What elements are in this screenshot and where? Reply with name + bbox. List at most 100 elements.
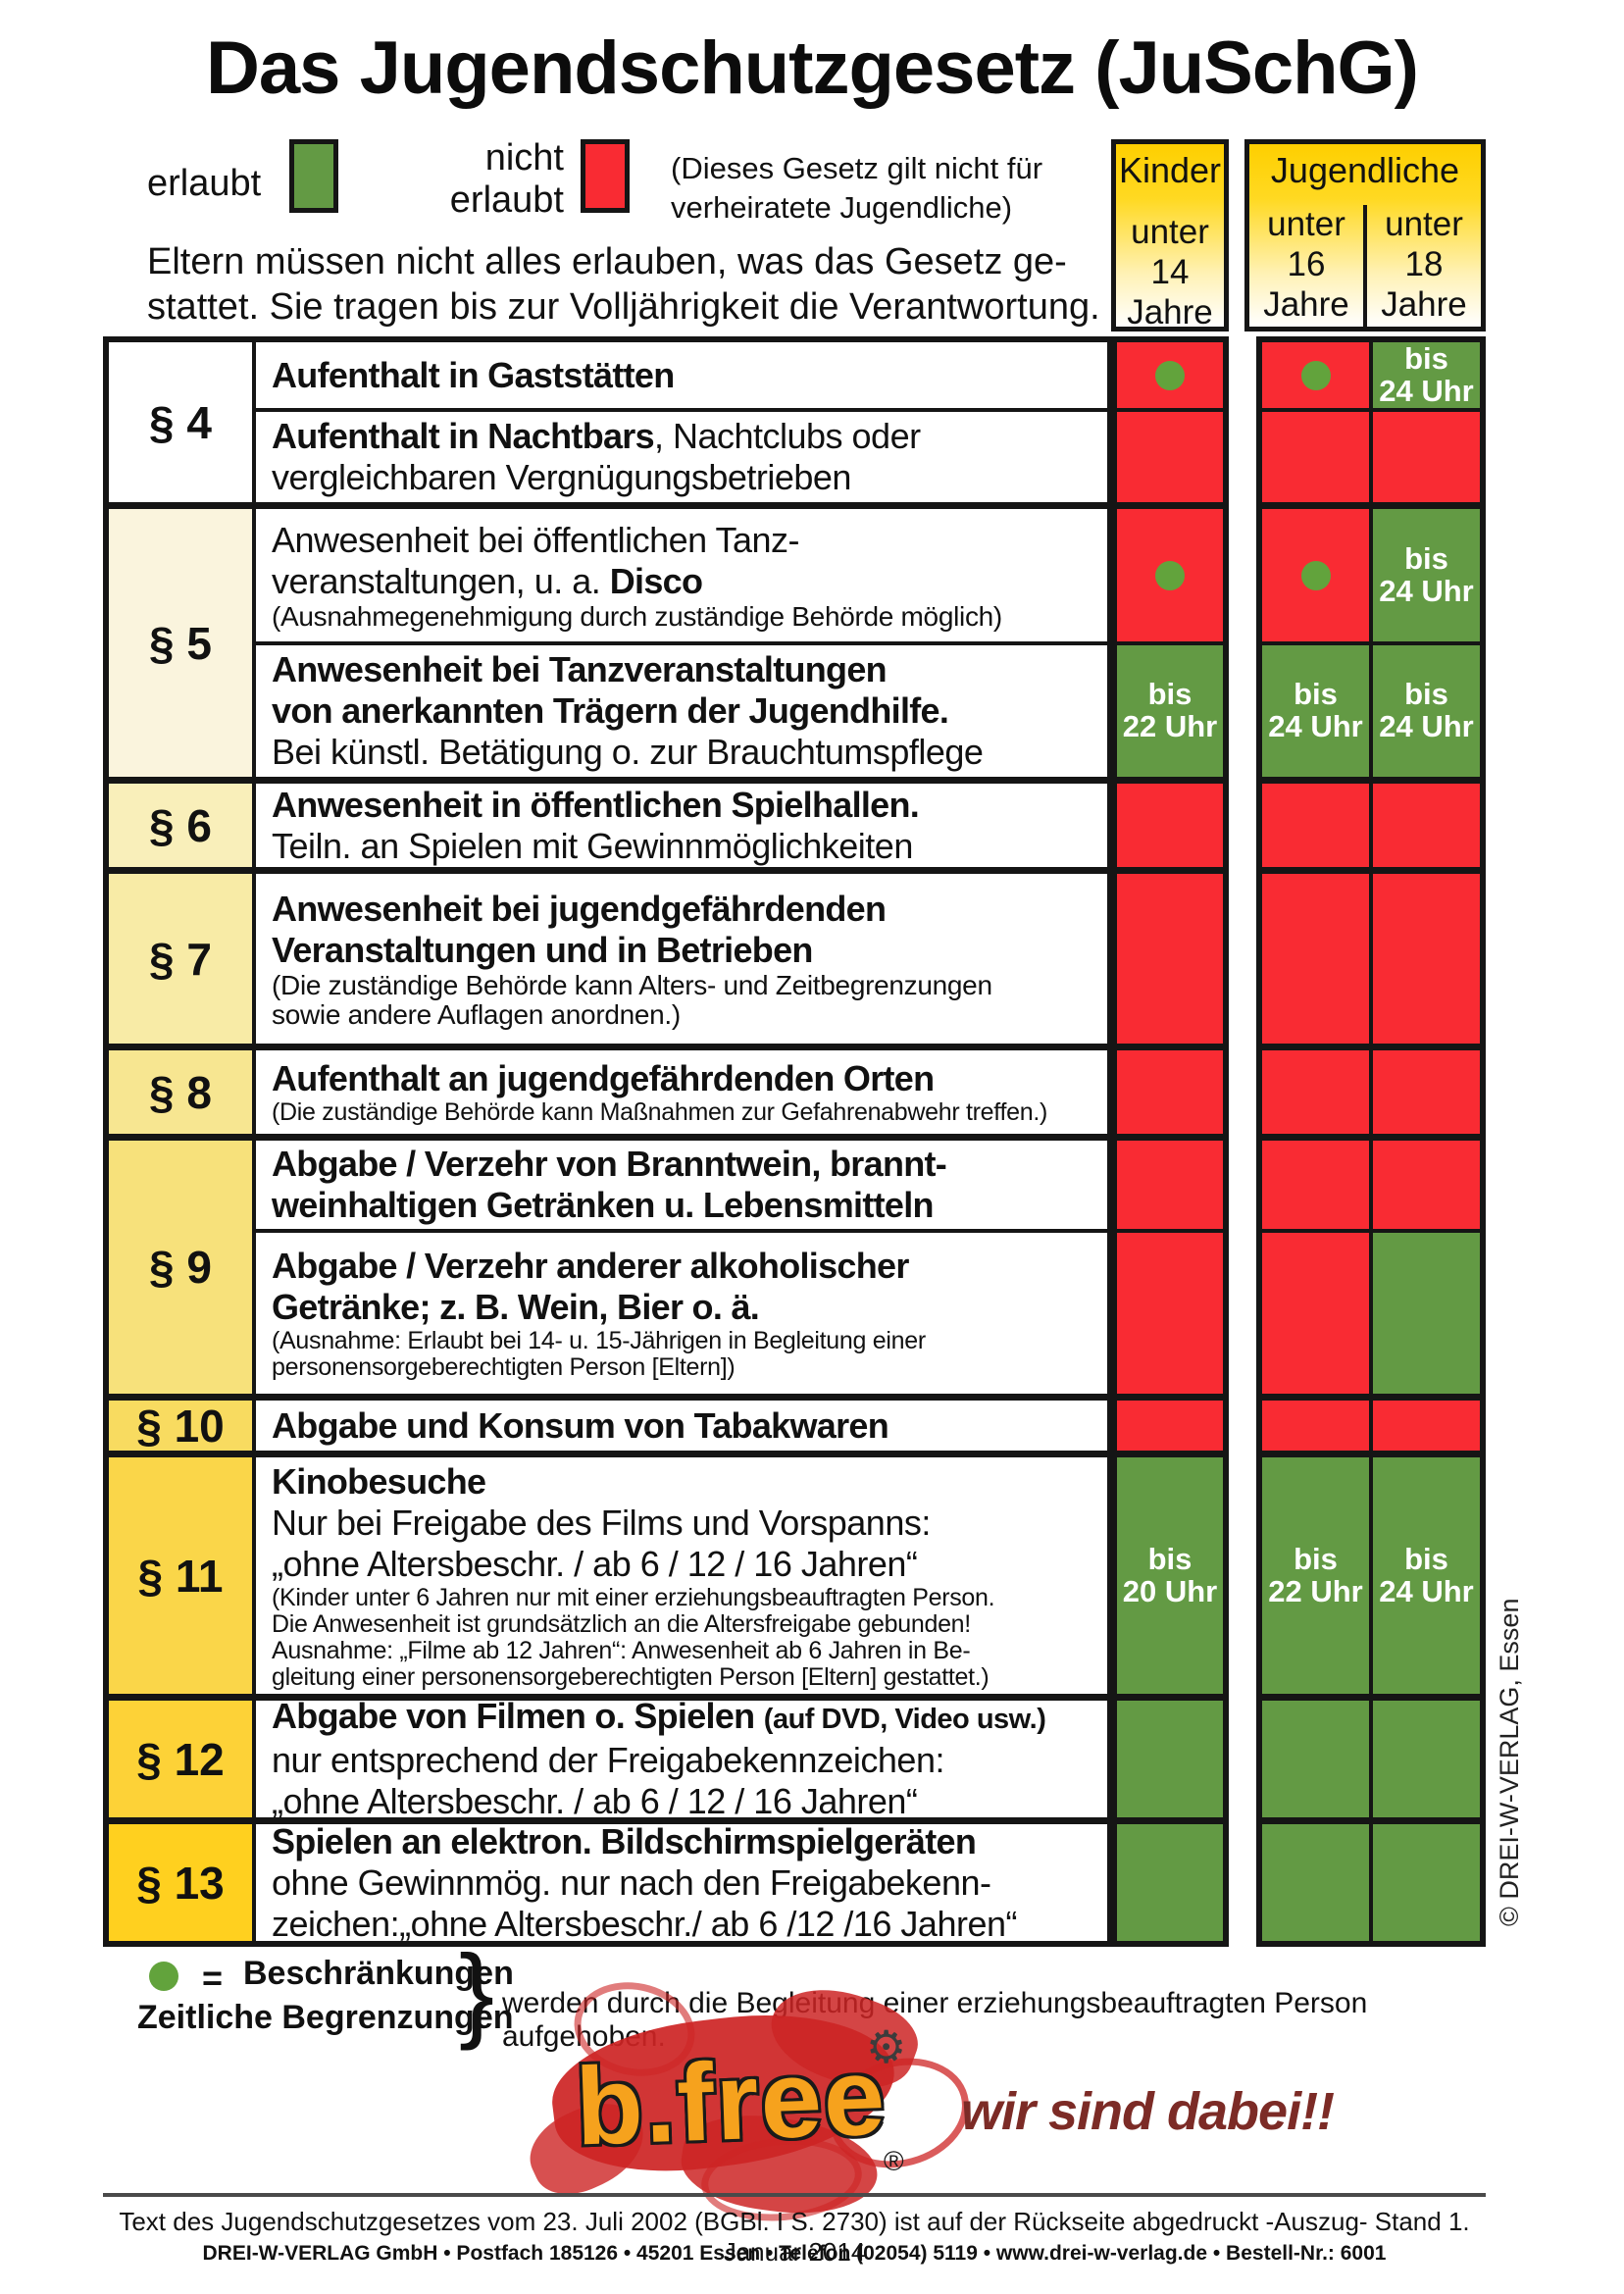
rule-tanzveranstaltungen-disco: Anwesenheit bei öffentlichen Tanz- veran…	[252, 502, 1107, 641]
header-jugendliche: Jugendliche unter 16 Jahre unter 18 Jahr…	[1244, 139, 1486, 331]
section-label-7: § 7	[109, 867, 252, 1044]
row-title-bold: Abgabe / Verzehr von Branntwein, brannt-	[272, 1144, 947, 1184]
age-cell-u18-spielhallen	[1369, 777, 1480, 867]
legend-note-line2: verheiratete Jugendliche)	[671, 189, 1013, 225]
row-note: sowie andere Auflagen anordnen.)	[272, 998, 681, 1030]
header-kinder-age: unter 14 Jahre	[1116, 213, 1224, 333]
age-cell-u14-disco	[1117, 502, 1223, 641]
rule-tabakwaren: Abgabe und Konsum von Tabakwaren	[252, 1394, 1107, 1451]
legend-allowed-label: erlaubt	[147, 163, 262, 204]
row-title-bold: Abgabe und Konsum von Tabakwaren	[272, 1404, 889, 1446]
age-cell-u18-kino: bis 24 Uhr	[1369, 1451, 1480, 1694]
row-title-bold: Disco	[609, 560, 703, 601]
row-title-regular: Teiln. an Spielen mit Gewinnmöglichkeite…	[272, 825, 913, 866]
rule-tanzveranstaltungen-jugendhilfe: Anwesenheit bei Tanzveranstaltungen von …	[252, 641, 1107, 777]
legend-beschraenkungen: Beschränkungen	[243, 1955, 514, 1992]
row-title-regular: „ohne Altersbeschr. / ab 6 / 12 / 16 Jah…	[272, 1543, 918, 1584]
rule-spielhallen: Anwesenheit in öffentlichen Spielhallen.…	[252, 777, 1107, 867]
row-title-bold: Kinobesuche	[272, 1460, 486, 1502]
rule-gaststaetten: Aufenthalt in Gaststätten	[252, 342, 1107, 408]
row-title-bold: Abgabe von Filmen o. Spielen	[272, 1696, 764, 1736]
header-kinder-jahre: Jahre	[1127, 292, 1213, 331]
age-cell-u18-branntwein	[1369, 1134, 1480, 1229]
row-title-regular: Bei künstl. Betätigung o. zur Brauchtums…	[272, 732, 984, 772]
section-label-10: § 10	[109, 1394, 252, 1452]
gear-registered-icon: ⚙	[866, 2021, 907, 2072]
age-cell-u14-jugendhilfe: bis 22 Uhr	[1117, 641, 1223, 777]
age-cell-u16-bildschirmspiele	[1262, 1817, 1369, 1941]
age-cell-u18-gaststaetten: bis 24 Uhr	[1369, 342, 1480, 408]
header-under16-unter: unter	[1267, 205, 1345, 243]
age-cell-u16-veranstaltungen	[1262, 867, 1369, 1044]
age-cell-u14-orte	[1117, 1044, 1223, 1134]
kinder-column: bis 22 Uhr bis 20 Uhr	[1111, 336, 1229, 1947]
legend-not-allowed-line2: erlaubt	[449, 178, 564, 221]
intro-line2: stattet. Sie tragen bis zur Volljährigke…	[147, 285, 1100, 328]
legend-brace: }	[459, 1932, 495, 2051]
row-title-bold: Abgabe / Verzehr anderer alkoholischer	[272, 1246, 909, 1286]
row-title-regular: vergleichbaren Vergnügungsbetrieben	[272, 457, 851, 497]
header-jugendliche-subcolumns: unter 16 Jahre unter 18 Jahre	[1249, 205, 1481, 331]
header-jugendliche-title: Jugendliche	[1270, 150, 1460, 190]
age-cell-u16-disco	[1262, 502, 1369, 641]
cell-time-limit: bis 24 Uhr	[1379, 677, 1474, 743]
row-note: gleitung einer personensorgeberechtigten…	[272, 1662, 990, 1691]
age-cell-u14-branntwein	[1117, 1134, 1223, 1229]
header-kinder-title: Kinder	[1118, 150, 1222, 190]
header-under18: unter 18 Jahre	[1363, 205, 1481, 331]
age-cell-u16-tabak	[1262, 1394, 1369, 1451]
legend-lifted-text: werden durch die Begleitung einer erzieh…	[502, 1987, 1368, 2053]
cell-time-limit: bis 24 Uhr	[1379, 342, 1474, 408]
row-title-regular: zeichen:„ohne Altersbeschr./ ab 6 /12 /1…	[272, 1903, 1018, 1942]
rule-andere-alkoholische-getraenke: Abgabe / Verzehr anderer alkoholischer G…	[252, 1229, 1107, 1394]
rule-abgabe-filme-spiele: Abgabe von Filmen o. Spielen (auf DVD, V…	[252, 1694, 1107, 1817]
restriction-dot-icon	[1300, 360, 1331, 390]
header-under18-age-number: 18	[1404, 244, 1444, 283]
cell-time-limit: bis 20 Uhr	[1122, 1541, 1218, 1608]
age-cell-u18-veranstaltungen	[1369, 867, 1480, 1044]
page-title: Das Jugendschutzgesetz (JuSchG)	[206, 26, 1419, 110]
section-label-13: § 13	[109, 1817, 252, 1941]
row-note: (Kinder unter 6 Jahren nur mit einer erz…	[272, 1583, 995, 1611]
header-under16: unter 16 Jahre	[1249, 205, 1363, 331]
age-cell-u18-disco: bis 24 Uhr	[1369, 502, 1480, 641]
age-cell-u16-filme	[1262, 1694, 1369, 1817]
allowed-swatch-icon	[289, 139, 338, 213]
rule-branntwein: Abgabe / Verzehr von Branntwein, brannt-…	[252, 1134, 1107, 1229]
age-cell-u16-alkohol	[1262, 1229, 1369, 1394]
age-cell-u18-alkohol	[1369, 1229, 1480, 1394]
age-cell-u14-tabak	[1117, 1394, 1223, 1451]
age-cell-u18-jugendhilfe: bis 24 Uhr	[1369, 641, 1480, 777]
row-title-bold: Aufenthalt an jugendgefährdenden Orten	[272, 1058, 935, 1098]
section-label-5: § 5	[109, 502, 252, 777]
row-note: Ausnahme: „Filme ab 12 Jahren“: Anwesenh…	[272, 1636, 971, 1664]
header-under18-jahre: Jahre	[1381, 284, 1467, 324]
footer-publisher-info: DREI-W-VERLAG GmbH • Postfach 185126 • 4…	[202, 2242, 1387, 2265]
row-title-bold: von anerkannten Trägern der Jugendhilfe.	[272, 690, 949, 731]
age-cell-u14-kino: bis 20 Uhr	[1117, 1451, 1223, 1694]
rule-kinobesuche: Kinobesuche Nur bei Freigabe des Films u…	[252, 1451, 1107, 1694]
age-cell-u16-kino: bis 22 Uhr	[1262, 1451, 1369, 1694]
section-label-9: § 9	[109, 1134, 252, 1394]
row-note: (Die zuständige Behörde kann Maßnahmen z…	[272, 1098, 1048, 1126]
row-title-bold: Anwesenheit bei jugendgefährdenden	[272, 888, 887, 929]
restriction-dot-icon	[1155, 560, 1185, 590]
row-title-bold: weinhaltigen Getränken u. Lebensmitteln	[272, 1185, 935, 1225]
rule-bildschirmspielgeraete: Spielen an elektron. Bildschirmspielgerä…	[252, 1817, 1107, 1941]
footer-divider	[103, 2193, 1486, 2197]
age-cell-u16-spielhallen	[1262, 777, 1369, 867]
section-label-8: § 8	[109, 1044, 252, 1134]
row-title-bold-small: (auf DVD, Video usw.)	[763, 1704, 1046, 1735]
bfree-logo: b.free ⚙ ®	[517, 1970, 982, 2227]
age-cell-u14-bildschirmspiele	[1117, 1817, 1223, 1941]
row-title-regular: „ohne Altersbeschr. / ab 6 / 12 / 16 Jah…	[272, 1781, 918, 1817]
age-cell-u14-veranstaltungen	[1117, 867, 1223, 1044]
restriction-dot-icon	[1300, 560, 1331, 590]
rule-jugendgefaehrdende-orte: Aufenthalt an jugendgefährdenden Orten (…	[252, 1044, 1107, 1134]
registered-trademark-icon: ®	[884, 2146, 904, 2176]
age-cell-u18-orte	[1369, 1044, 1480, 1134]
legend-zeitliche-begrenzungen: Zeitliche Begrenzungen	[137, 1999, 514, 2036]
age-cell-u16-branntwein	[1262, 1134, 1369, 1229]
header-kinder-age-number: 14	[1150, 252, 1190, 291]
age-cell-u14-gaststaetten	[1117, 342, 1223, 408]
